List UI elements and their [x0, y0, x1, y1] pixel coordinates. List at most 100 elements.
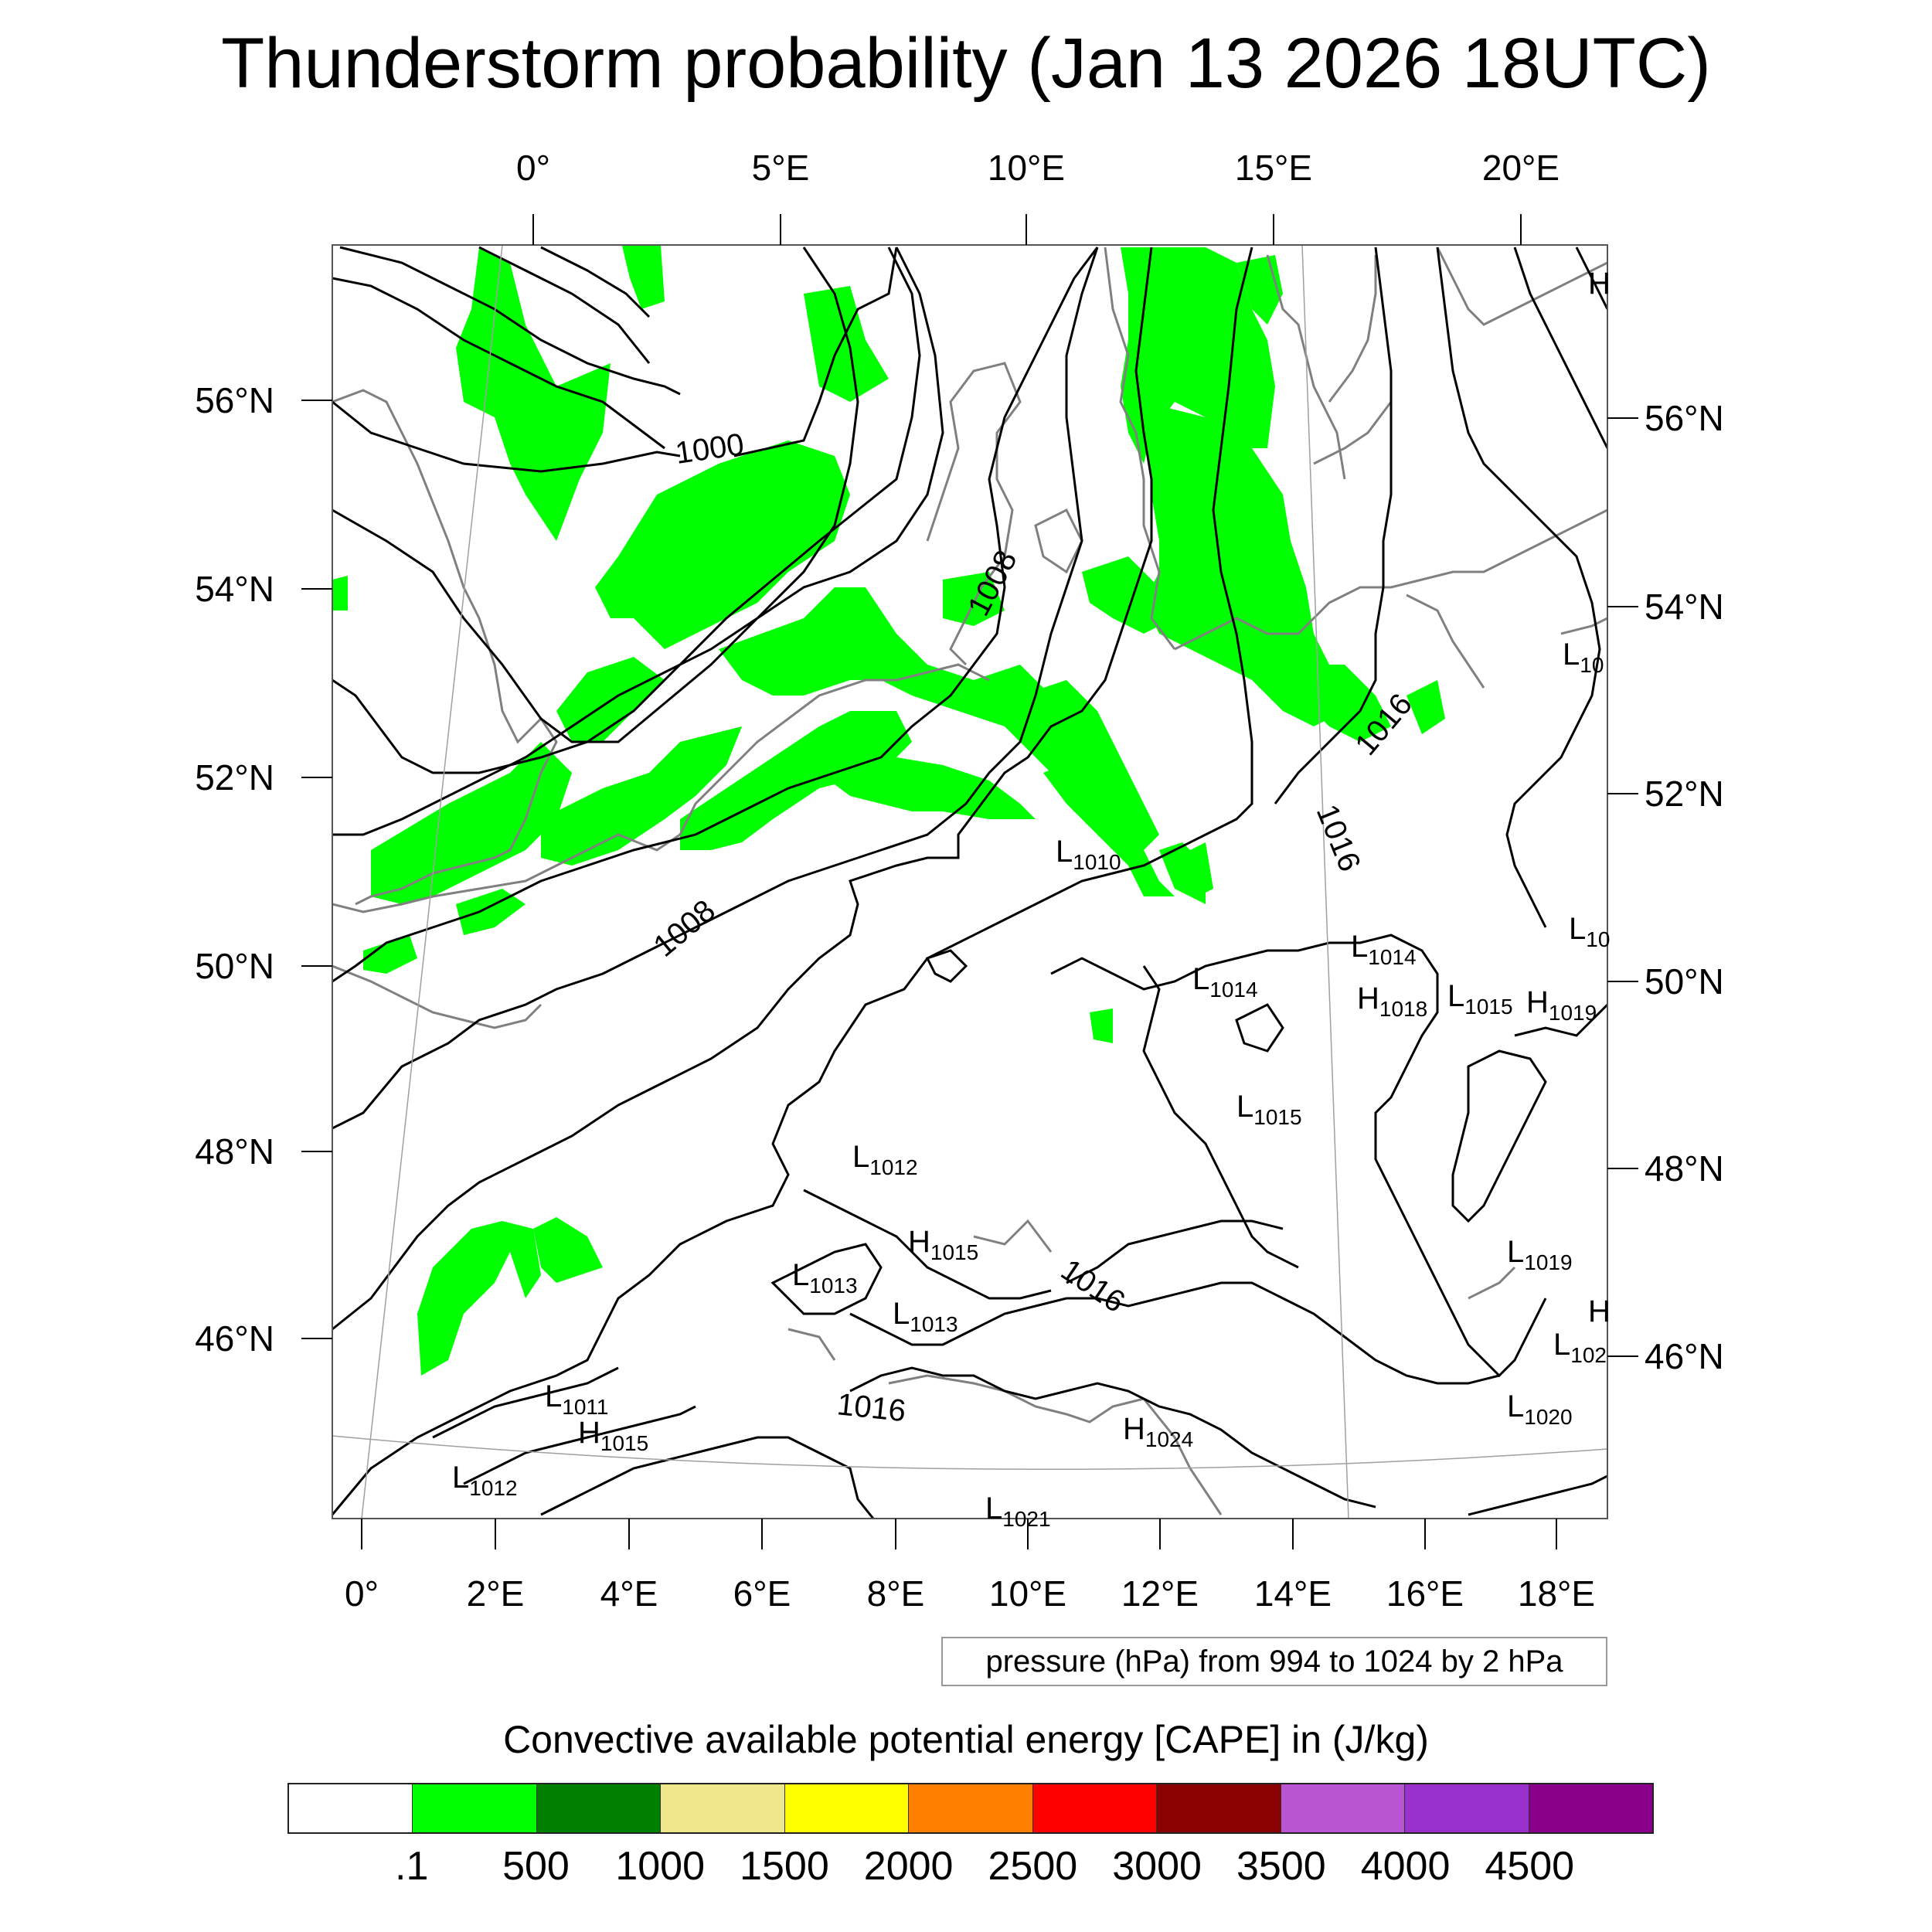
colorbar	[287, 1783, 1654, 1834]
left-lat-label: 46°N	[195, 1318, 274, 1359]
cape-areas	[332, 246, 1445, 1376]
cape-area	[1090, 1009, 1113, 1043]
cape-area	[456, 889, 526, 935]
isobar-label: 1016	[835, 1387, 907, 1428]
isobar	[1235, 1003, 1284, 1053]
isobar	[1514, 1003, 1607, 1037]
colorbar-swatch	[661, 1784, 785, 1832]
isobar	[849, 1366, 1376, 1509]
pressure-center: L1019	[1507, 1235, 1573, 1274]
map-content	[332, 245, 1607, 1519]
cape-area	[332, 576, 348, 611]
isobar	[332, 247, 944, 836]
colorbar-label: 2000	[863, 1844, 954, 1889]
colorbar-swatch	[1157, 1784, 1281, 1832]
top-lon-label: 10°E	[988, 148, 1065, 188]
isobar	[1468, 1475, 1607, 1516]
isobar-label: 1016	[1055, 1253, 1131, 1319]
colorbar-label: 4500	[1485, 1844, 1575, 1889]
colorbar-swatch	[1405, 1784, 1529, 1832]
coastline	[332, 389, 558, 906]
coastline	[888, 1374, 1145, 1423]
isobar	[540, 246, 651, 318]
coastline	[787, 1328, 836, 1361]
pressure-center: L1013	[893, 1297, 958, 1336]
cape-area	[943, 572, 1005, 626]
isobar-label: 1016	[1310, 800, 1367, 876]
colorbar-title: Convective available potential energy [C…	[503, 1718, 1429, 1761]
left-lat-label: 56°N	[195, 380, 274, 420]
coastline	[1313, 401, 1393, 465]
colorbar-swatch	[909, 1784, 1033, 1832]
top-lon-label: 15°E	[1235, 148, 1312, 188]
isobar	[803, 1189, 1052, 1300]
left-lat-label: 54°N	[195, 569, 274, 609]
coastline	[973, 1219, 1053, 1253]
cape-area	[541, 726, 742, 866]
right-lat-label: 48°N	[1645, 1148, 1724, 1189]
right-lat-label: 52°N	[1645, 774, 1724, 814]
coastline	[1328, 255, 1377, 403]
isobar	[332, 247, 1153, 1331]
cape-area	[680, 711, 912, 850]
isobar	[849, 1281, 1500, 1385]
pressure-center: L1010	[1056, 835, 1121, 874]
coastline	[1142, 1398, 1223, 1515]
edge-letter: H	[1588, 267, 1611, 301]
axis-labels: 0° 5°E 10°E 15°E 20°E 0° 2°E 4°E 6°E 8°E…	[195, 148, 1724, 1614]
isobar	[332, 277, 665, 450]
cape-area	[371, 742, 572, 904]
pressure-center: H1018	[1357, 981, 1427, 1021]
isobar	[332, 400, 681, 473]
bottom-lon-label: 6°E	[733, 1573, 791, 1614]
colorbar-label: 2500	[988, 1844, 1078, 1889]
bottom-lon-label: 2°E	[467, 1573, 525, 1614]
pressure-center: H1015	[578, 1416, 648, 1455]
cape-area	[595, 440, 850, 649]
isobar	[339, 246, 681, 396]
pressure-center: H1024	[1123, 1412, 1193, 1451]
graticule-line	[1301, 245, 1349, 1519]
cape-area	[719, 587, 1128, 819]
coastline	[1174, 509, 1607, 651]
pressure-center: H1019	[1526, 985, 1597, 1025]
isobar	[1050, 934, 1547, 1378]
colorbar-label: .1	[395, 1844, 429, 1889]
colorbar-label: 3000	[1112, 1844, 1202, 1889]
colorbar-swatch	[536, 1784, 662, 1832]
bottom-lon-label: 12°E	[1121, 1573, 1199, 1614]
cape-area	[1043, 757, 1175, 896]
cape-area	[363, 935, 417, 974]
isobar	[332, 247, 1099, 983]
cape-area	[804, 286, 889, 402]
pressure-center: H1015	[908, 1225, 978, 1264]
isobar	[332, 247, 1099, 1130]
colorbar-swatch	[784, 1784, 910, 1832]
isobar	[770, 1243, 883, 1315]
top-lon-label: 5°E	[752, 148, 810, 188]
pressure-center: L1011	[545, 1379, 608, 1419]
isobar	[463, 1405, 696, 1485]
graticule-line	[332, 1435, 1607, 1471]
isobar	[1436, 247, 1601, 928]
graticule-line	[361, 245, 503, 1519]
colorbar-labels: .1 500 1000 1500 2000 2500 3000 3500 4000 4500	[0, 1843, 1932, 1897]
isobar	[332, 247, 859, 743]
pressure-info-box: pressure (hPa) from 994 to 1024 by 2 hPa	[941, 1637, 1607, 1686]
bottom-lon-label: 4°E	[600, 1573, 658, 1614]
coastline	[332, 964, 543, 1029]
left-lat-label: 52°N	[195, 757, 274, 798]
colorbar-label: 1500	[740, 1844, 829, 1889]
isobar	[432, 1366, 619, 1439]
cape-area	[1144, 402, 1360, 726]
bottom-lon-label: 0°	[345, 1573, 379, 1614]
colorbar-label: 3500	[1236, 1844, 1326, 1889]
pressure-center: L10	[1569, 912, 1610, 951]
isobar	[1513, 247, 1607, 449]
cape-area	[417, 1221, 541, 1376]
isobar	[1274, 247, 1393, 804]
top-lon-label: 0°	[516, 148, 550, 188]
cape-area	[1406, 680, 1445, 734]
axis-ticks	[301, 214, 1638, 1549]
